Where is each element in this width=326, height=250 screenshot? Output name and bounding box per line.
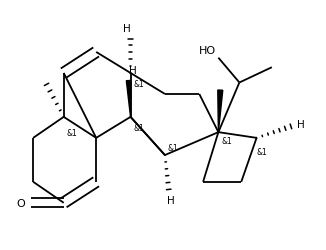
Polygon shape (126, 81, 131, 118)
Text: &1: &1 (134, 79, 144, 88)
Text: &1: &1 (221, 136, 232, 145)
Text: &1: &1 (168, 144, 179, 152)
Text: H: H (167, 195, 174, 205)
Text: H: H (128, 66, 136, 76)
Text: &1: &1 (257, 148, 267, 157)
Text: H: H (123, 24, 131, 34)
Text: HO: HO (199, 46, 216, 56)
Text: &1: &1 (67, 129, 78, 138)
Text: H: H (297, 120, 304, 130)
Text: &1: &1 (134, 123, 144, 132)
Polygon shape (218, 91, 223, 132)
Text: O: O (17, 198, 25, 208)
